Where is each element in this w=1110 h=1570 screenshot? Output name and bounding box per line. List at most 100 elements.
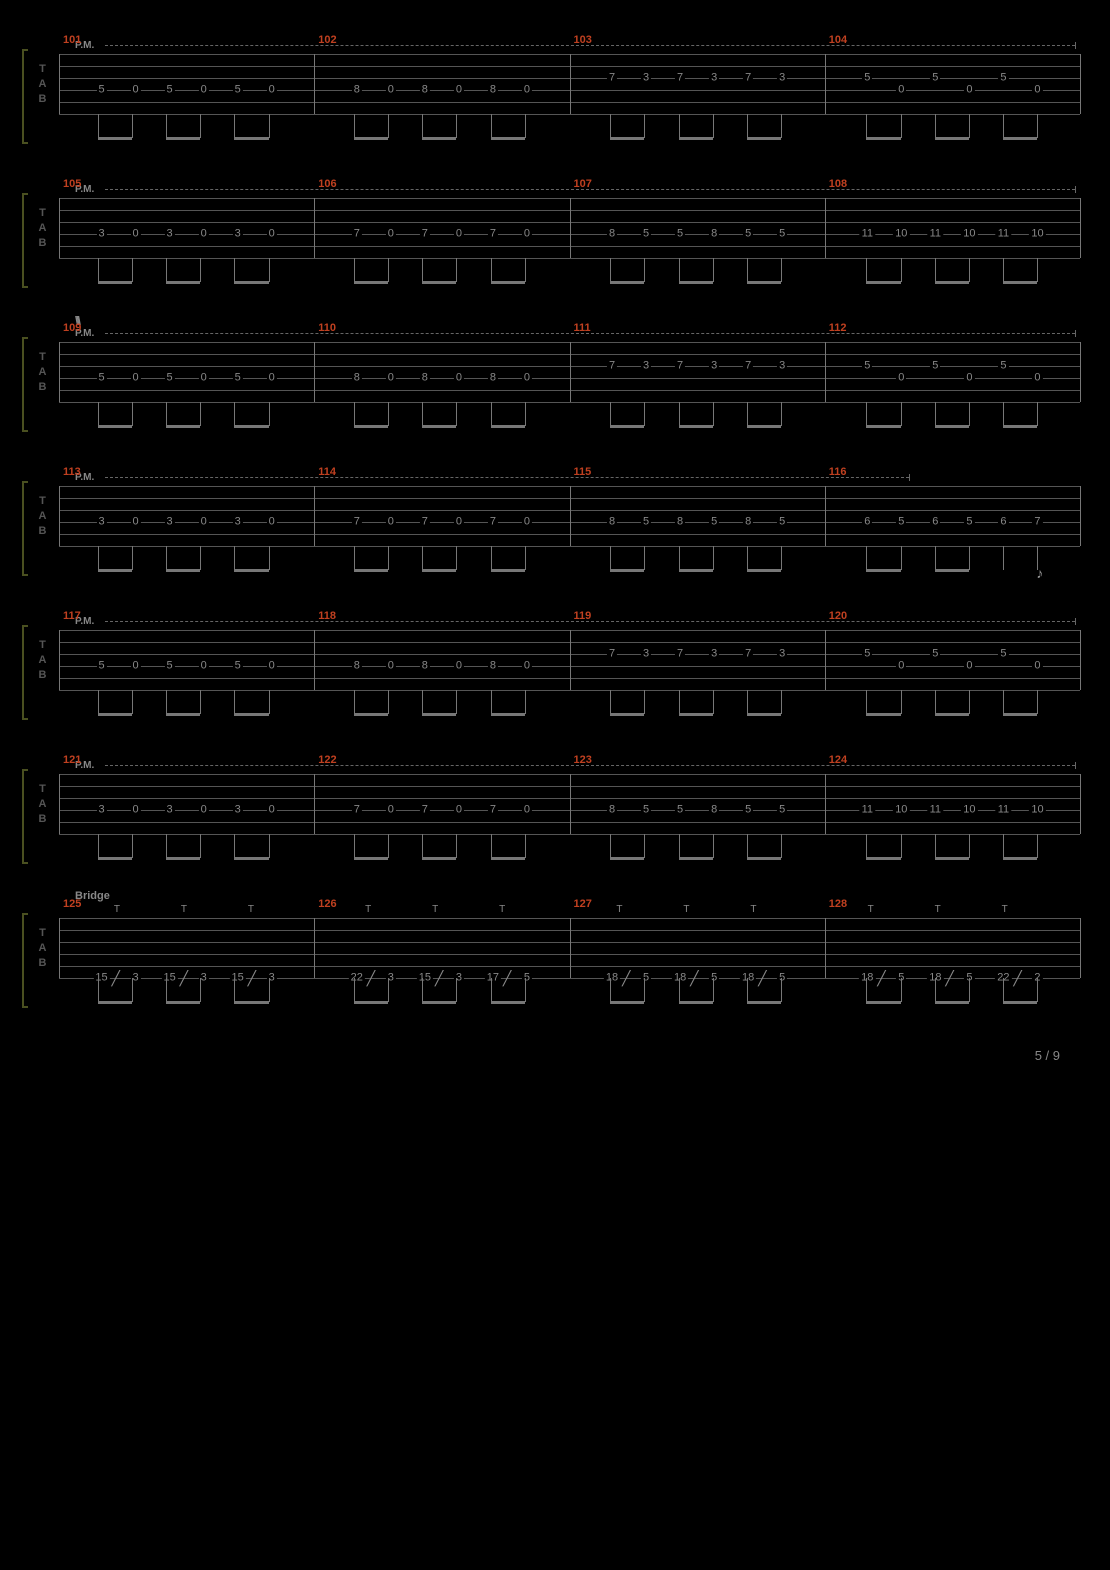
- fret-number: 11: [860, 229, 875, 240]
- barline: [825, 342, 826, 402]
- fret-number: 5: [862, 73, 872, 84]
- barline: [314, 342, 315, 402]
- fret-number: 0: [1032, 373, 1042, 384]
- fret-number: 6: [930, 517, 940, 528]
- staff-area: TAB1211221231243030307070708558551110111…: [30, 774, 1080, 834]
- barline: [59, 198, 60, 258]
- fret-number: 10: [1029, 229, 1045, 240]
- tab-staff: 1211221231243030307070708558551110111011…: [59, 774, 1080, 834]
- fret-number: 5: [930, 361, 940, 372]
- barline: [1080, 918, 1081, 978]
- measure-number: 124: [829, 754, 847, 766]
- stems-row: [55, 690, 1080, 722]
- barline: [314, 54, 315, 114]
- fret-number: 0: [386, 373, 396, 384]
- fret-number: 5: [165, 661, 175, 672]
- fret-number: 3: [709, 73, 719, 84]
- measure-number: 127: [574, 898, 592, 910]
- fret-number: 10: [893, 805, 909, 816]
- measure-number: 116: [829, 466, 847, 478]
- fret-number: 3: [233, 805, 243, 816]
- fret-number: 8: [607, 805, 617, 816]
- fret-number: 7: [607, 73, 617, 84]
- barline: [314, 198, 315, 258]
- fret-number: 5: [930, 649, 940, 660]
- fret-number: 3: [709, 361, 719, 372]
- barline: [570, 342, 571, 402]
- fret-number: 0: [131, 229, 141, 240]
- fret-number: 5: [896, 517, 906, 528]
- tapping-marker: T: [365, 904, 371, 915]
- fret-number: 7: [352, 805, 362, 816]
- fret-number: 7: [352, 229, 362, 240]
- fret-number: 0: [522, 373, 532, 384]
- fret-number: 0: [131, 805, 141, 816]
- fret-number: 5: [96, 661, 106, 672]
- barline: [825, 486, 826, 546]
- tapping-marker: T: [750, 904, 756, 915]
- fret-number: 0: [1032, 85, 1042, 96]
- fret-number: 0: [131, 85, 141, 96]
- fret-number: 11: [860, 805, 875, 816]
- system-bracket: [22, 625, 28, 720]
- fret-number: 10: [961, 229, 977, 240]
- fret-number: 0: [267, 661, 277, 672]
- fret-number: 0: [386, 661, 396, 672]
- fret-number: 5: [641, 517, 651, 528]
- fret-number: 0: [454, 373, 464, 384]
- measure-number: 103: [574, 34, 592, 46]
- fret-number: 11: [928, 805, 943, 816]
- fret-number: 0: [454, 85, 464, 96]
- staff-area: TAB1051061071083030307070708558551110111…: [30, 198, 1080, 258]
- fret-number: 5: [233, 661, 243, 672]
- fret-number: 0: [386, 85, 396, 96]
- fret-number: 3: [165, 805, 175, 816]
- fret-number: 0: [896, 85, 906, 96]
- stems-row: [55, 402, 1080, 434]
- fret-number: 0: [199, 805, 209, 816]
- barline: [825, 198, 826, 258]
- fret-number: 0: [454, 517, 464, 528]
- fret-number: 3: [777, 73, 787, 84]
- fret-number: 5: [998, 73, 1008, 84]
- fret-number: 3: [96, 805, 106, 816]
- fret-number: 10: [1029, 805, 1045, 816]
- fret-number: 3: [777, 361, 787, 372]
- fret-number: 5: [165, 85, 175, 96]
- barline: [1080, 54, 1081, 114]
- fret-number: 5: [743, 229, 753, 240]
- barline: [59, 774, 60, 834]
- stems-row: ♪: [55, 546, 1080, 578]
- fret-number: 5: [862, 649, 872, 660]
- fret-number: 5: [998, 361, 1008, 372]
- barline: [570, 198, 571, 258]
- tab-system: P.M.TAB101102103104505050808080737373505…: [30, 40, 1080, 146]
- barline: [59, 630, 60, 690]
- barline: [570, 486, 571, 546]
- fret-number: 0: [964, 85, 974, 96]
- fret-number: 3: [165, 517, 175, 528]
- barline: [570, 54, 571, 114]
- measure-number: 109: [63, 322, 81, 334]
- measure-number: 102: [318, 34, 336, 46]
- fret-number: 0: [964, 661, 974, 672]
- fret-number: 0: [267, 85, 277, 96]
- fret-number: 8: [709, 229, 719, 240]
- fret-number: 3: [641, 361, 651, 372]
- stems-row: [55, 114, 1080, 146]
- fret-number: 8: [709, 805, 719, 816]
- measure-number: 114: [318, 466, 336, 478]
- system-bracket: [22, 337, 28, 432]
- fret-number: 5: [777, 229, 787, 240]
- tab-staff: 113114115116303030707070858585656567: [59, 486, 1080, 546]
- measure-number: 120: [829, 610, 847, 622]
- tab-clef: TAB: [30, 342, 59, 402]
- staff-area: TAB109110111112505050808080737373505050: [30, 342, 1080, 402]
- fret-number: 8: [488, 85, 498, 96]
- fret-number: 7: [743, 361, 753, 372]
- fret-number: 0: [522, 517, 532, 528]
- fret-number: 8: [352, 661, 362, 672]
- fret-number: 5: [930, 73, 940, 84]
- fret-number: 7: [1032, 517, 1042, 528]
- palm-mute-line: [105, 477, 909, 479]
